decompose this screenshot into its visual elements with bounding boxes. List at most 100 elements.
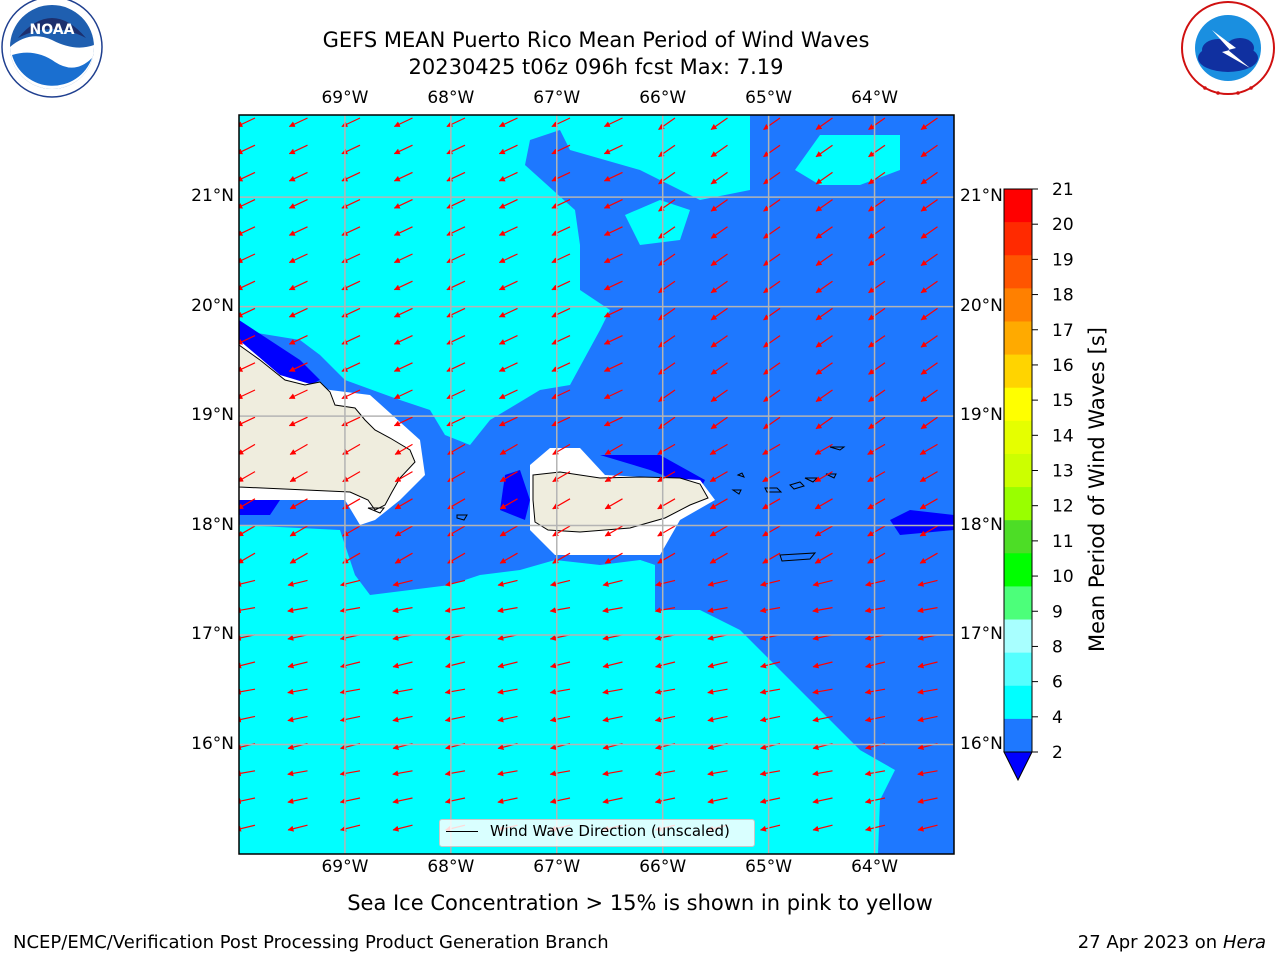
wave-direction-arrow [868, 171, 886, 185]
wave-direction-arrow [604, 498, 623, 510]
wave-direction-arrow [551, 117, 571, 128]
wave-direction-arrow [868, 117, 886, 130]
wave-direction-arrow [868, 362, 886, 375]
wave-direction-arrow [393, 389, 413, 400]
noaa-logo: NOAA [1, 0, 103, 98]
wave-direction-arrow [707, 607, 728, 614]
wave-direction-arrow [919, 471, 938, 483]
wave-direction-arrow [287, 770, 308, 777]
lat-label-left: 16°N [191, 733, 234, 754]
wave-direction-arrow [498, 171, 518, 182]
colorbar-segment [1004, 685, 1032, 720]
colorbar-tick-label: 15 [1052, 391, 1074, 411]
wave-direction-arrow [815, 117, 833, 130]
map-legend [439, 819, 755, 847]
wave-direction-arrow [658, 389, 676, 402]
colorbar-tick-label: 2 [1052, 743, 1063, 763]
wave-direction-arrow [551, 253, 571, 264]
wave-direction-arrow [657, 443, 676, 455]
wave-direction-arrow [446, 335, 466, 345]
wave-direction-arrow [812, 579, 833, 587]
wave-direction-arrow [446, 280, 466, 291]
wave-direction-arrow [289, 498, 308, 510]
wave-direction-arrow [654, 607, 676, 614]
colorbar-tick-label: 6 [1052, 673, 1063, 693]
wave-direction-arrow [710, 226, 728, 239]
wave-direction-arrow [917, 607, 938, 614]
wave-direction-arrow [551, 416, 571, 427]
wave-direction-arrow [709, 471, 728, 483]
lon-label-bottom: 68°W [427, 857, 475, 877]
wave-direction-arrow [239, 770, 256, 777]
lat-label-right: 18°N [960, 514, 1003, 535]
colorbar-tick-label: 12 [1052, 497, 1074, 517]
wave-direction-arrow [919, 552, 938, 564]
wave-direction-arrow [551, 144, 571, 155]
wave-direction-arrow [498, 307, 518, 318]
wave-direction-arrow [551, 335, 571, 345]
wave-direction-arrow [393, 280, 413, 291]
lon-label-top: 69°W [321, 88, 369, 108]
wave-direction-arrow [446, 389, 466, 400]
wave-direction-arrow [498, 389, 518, 400]
wave-direction-arrow [868, 335, 886, 348]
wave-direction-arrow [657, 525, 676, 537]
wave-direction-arrow [602, 715, 623, 723]
wave-direction-arrow [393, 117, 413, 128]
wave-direction-arrow [239, 362, 256, 372]
footer-host: Hera [1222, 932, 1266, 953]
wave-direction-arrow [499, 498, 518, 510]
wave-direction-arrow [602, 688, 623, 695]
wave-direction-arrow [759, 607, 781, 614]
wave-direction-arrow [763, 362, 781, 375]
wave-direction-arrow [552, 471, 571, 483]
wave-direction-arrow [603, 171, 623, 182]
wave-direction-arrow [550, 579, 571, 587]
wave-direction-arrow [550, 661, 571, 669]
wave-direction-arrow [339, 797, 361, 805]
wave-direction-arrow [657, 498, 676, 510]
wave-direction-arrow [710, 335, 728, 348]
wave-direction-arrow [239, 144, 256, 155]
wave-direction-arrow [239, 335, 256, 345]
wave-direction-arrow [603, 280, 623, 291]
wave-direction-arrow [603, 335, 623, 345]
wave-direction-arrow [289, 471, 308, 483]
footer-branch: NCEP/EMC/Verification Post Processing Pr… [13, 932, 609, 953]
wave-direction-arrow [709, 498, 728, 510]
wave-direction-arrow [602, 579, 623, 587]
wave-direction-arrow [815, 171, 833, 185]
wave-direction-arrow [239, 443, 256, 455]
map-frame [238, 114, 955, 855]
lat-label-left: 18°N [191, 514, 234, 535]
wave-direction-arrow [868, 280, 886, 294]
wave-band-below-2-5 [890, 510, 954, 535]
wave-direction-arrow [288, 335, 308, 345]
wave-band-4-6-north-2 [795, 135, 900, 185]
wave-direction-arrow [763, 226, 781, 239]
wave-direction-arrow [920, 389, 938, 402]
wave-direction-arrow [762, 525, 781, 537]
wave-direction-arrow [497, 661, 518, 669]
wave-direction-arrow [288, 362, 308, 372]
land-puerto-rico [532, 471, 709, 533]
wave-direction-arrow [287, 688, 308, 695]
wave-direction-arrow [604, 552, 623, 564]
wave-direction-arrow [392, 770, 413, 777]
wave-direction-arrow [239, 389, 256, 399]
wave-direction-arrow [287, 797, 308, 805]
wave-direction-arrow [446, 226, 466, 236]
wave-direction-arrow [868, 416, 886, 430]
wave-direction-arrow [603, 117, 623, 128]
wave-direction-arrow [239, 471, 256, 482]
colorbar-segment [1004, 586, 1032, 621]
wave-direction-arrow [444, 607, 466, 614]
wave-direction-arrow [658, 253, 676, 266]
wave-direction-arrow [340, 579, 361, 587]
wave-direction-arrow [289, 525, 308, 537]
wave-direction-arrow [497, 715, 518, 723]
wave-direction-arrow [393, 416, 413, 427]
legend-label: Wind Wave Direction (unscaled) [490, 822, 730, 840]
wave-direction-arrow [812, 607, 833, 614]
wave-direction-arrow [393, 144, 413, 155]
